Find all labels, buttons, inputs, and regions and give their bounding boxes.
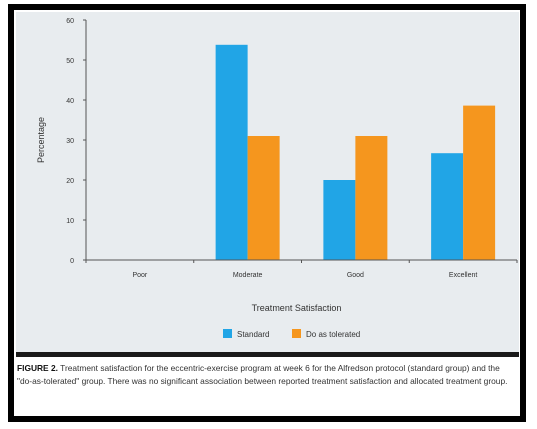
bar-standard [215,44,248,260]
x-tick-label: Moderate [233,272,263,279]
y-tick-label: 50 [66,58,74,65]
legend-label-standard: Standard [237,330,269,339]
y-tick-label: 60 [66,18,74,25]
y-tick-label: 30 [66,138,74,145]
legend-swatch-standard [223,329,232,338]
bar-do-as-tolerated [247,136,280,260]
bar-standard [431,153,464,260]
bars-group [215,44,496,260]
legend-label-do-as-tolerated: Do as tolerated [306,330,360,339]
bar-do-as-tolerated [463,105,496,260]
bar-do-as-tolerated [355,136,388,260]
legend: Standard Do as tolerated [223,329,360,339]
x-tick-label: Good [347,272,364,279]
legend-swatch-do-as-tolerated [292,329,301,338]
y-axis-label: Percentage [36,117,46,163]
x-tick-label: Excellent [449,272,477,279]
figure-caption: FIGURE 2. Treatment satisfaction for the… [17,362,517,388]
bar-standard [323,180,356,260]
x-axis-label: Treatment Satisfaction [252,303,342,313]
y-tick-label: 40 [66,98,74,105]
y-tick-label: 20 [66,178,74,185]
caption-rule [16,352,519,357]
axes-group: 0 10 20 30 40 50 60 Poor Moderate Good Excellent [66,18,518,279]
caption-text: Treatment satisfaction for the eccentric… [17,363,508,386]
y-tick-label: 0 [70,258,74,265]
caption-label: FIGURE 2. [17,363,58,373]
y-tick-label: 10 [66,218,74,225]
x-tick-label: Poor [132,272,147,279]
